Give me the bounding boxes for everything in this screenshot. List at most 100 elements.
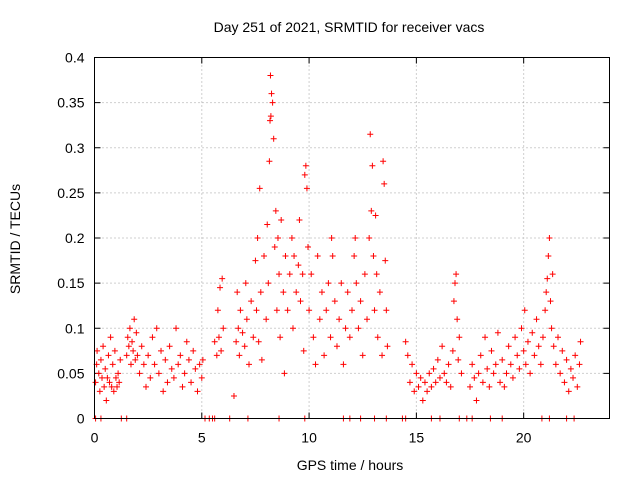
y-axis-label: SRMTID / TECUs [7, 184, 23, 294]
data-point [255, 338, 262, 345]
data-point [288, 235, 295, 241]
data-point [325, 280, 332, 287]
data-point [234, 289, 241, 296]
data-point [115, 370, 122, 377]
data-point [404, 352, 411, 359]
data-point [267, 113, 274, 120]
data-point [286, 271, 293, 278]
data-point [557, 370, 564, 377]
data-point [545, 253, 552, 260]
data-point [512, 334, 519, 341]
data-point [114, 383, 121, 390]
data-point [281, 370, 288, 377]
data-point [243, 316, 250, 323]
data-point [104, 374, 111, 381]
data-point [100, 343, 107, 350]
data-point [531, 352, 538, 359]
data-point [123, 352, 130, 359]
data-point [559, 347, 566, 354]
x-tick-label: 10 [301, 430, 317, 446]
data-point [112, 374, 119, 381]
data-point [183, 338, 190, 345]
data-point [108, 383, 115, 390]
data-point [257, 289, 264, 296]
data-point [353, 280, 360, 287]
data-point [266, 158, 273, 165]
data-point [501, 383, 508, 390]
data-point [469, 361, 476, 368]
data-point [402, 338, 409, 345]
y-tick-label: 0.4 [65, 50, 85, 66]
data-point [220, 325, 227, 332]
data-point [521, 307, 528, 314]
data-point [252, 257, 259, 264]
data-point [185, 356, 192, 363]
data-point [518, 325, 525, 332]
data-point [364, 316, 371, 323]
data-point [127, 361, 134, 368]
axis-ticks: 0 0.05 0.1 0.15 0.2 0.25 0.3 0.35 0.4 0 5 10 15 20 [57, 50, 610, 446]
data-point [134, 352, 141, 359]
data-point [268, 90, 275, 97]
data-point [549, 271, 556, 278]
data-point [140, 361, 147, 368]
data-point [406, 379, 413, 386]
data-point [492, 361, 499, 368]
data-point [361, 271, 368, 278]
data-point [269, 99, 276, 106]
data-point [242, 280, 249, 287]
data-point [475, 370, 482, 377]
y-tick-label: 0.15 [57, 275, 84, 291]
data-point [300, 347, 307, 354]
data-point [132, 356, 139, 363]
plot-frame [94, 57, 610, 419]
y-tick-label: 0.3 [65, 140, 85, 156]
data-point [175, 361, 182, 368]
data-point [572, 352, 579, 359]
data-point [471, 374, 478, 381]
data-point [577, 338, 584, 345]
data-point [344, 289, 351, 296]
data-point [143, 383, 149, 390]
data-point [529, 329, 536, 336]
data-point [111, 347, 118, 354]
data-point [105, 352, 112, 359]
data-point [181, 370, 188, 377]
data-point [419, 397, 426, 404]
data-point [196, 361, 203, 368]
data-point [454, 316, 461, 323]
data-point [145, 352, 152, 359]
y-tick-label: 0 [77, 411, 85, 427]
data-point [166, 343, 173, 350]
data-point [218, 347, 225, 354]
data-point [125, 343, 132, 350]
data-point [436, 374, 443, 381]
data-point [99, 374, 106, 381]
data-point [507, 361, 514, 368]
data-point [333, 343, 340, 350]
data-point [548, 325, 555, 332]
data-point [284, 307, 291, 314]
data-point [328, 235, 335, 241]
data-point [299, 271, 306, 278]
data-point [555, 334, 561, 341]
data-point [107, 334, 114, 341]
data-point [539, 334, 546, 341]
data-point [452, 280, 458, 287]
data-point [199, 356, 206, 363]
data-point [267, 72, 274, 79]
data-point [289, 325, 296, 332]
data-point [263, 316, 270, 323]
data-point [131, 316, 138, 323]
data-point [274, 235, 281, 241]
data-point [409, 361, 416, 368]
data-points [92, 72, 584, 422]
data-point [241, 343, 248, 350]
data-point [574, 383, 581, 390]
data-point [239, 329, 246, 336]
data-point [126, 325, 133, 332]
data-point [261, 253, 268, 260]
data-point [188, 379, 195, 386]
data-point [103, 397, 110, 404]
data-point [321, 352, 328, 359]
